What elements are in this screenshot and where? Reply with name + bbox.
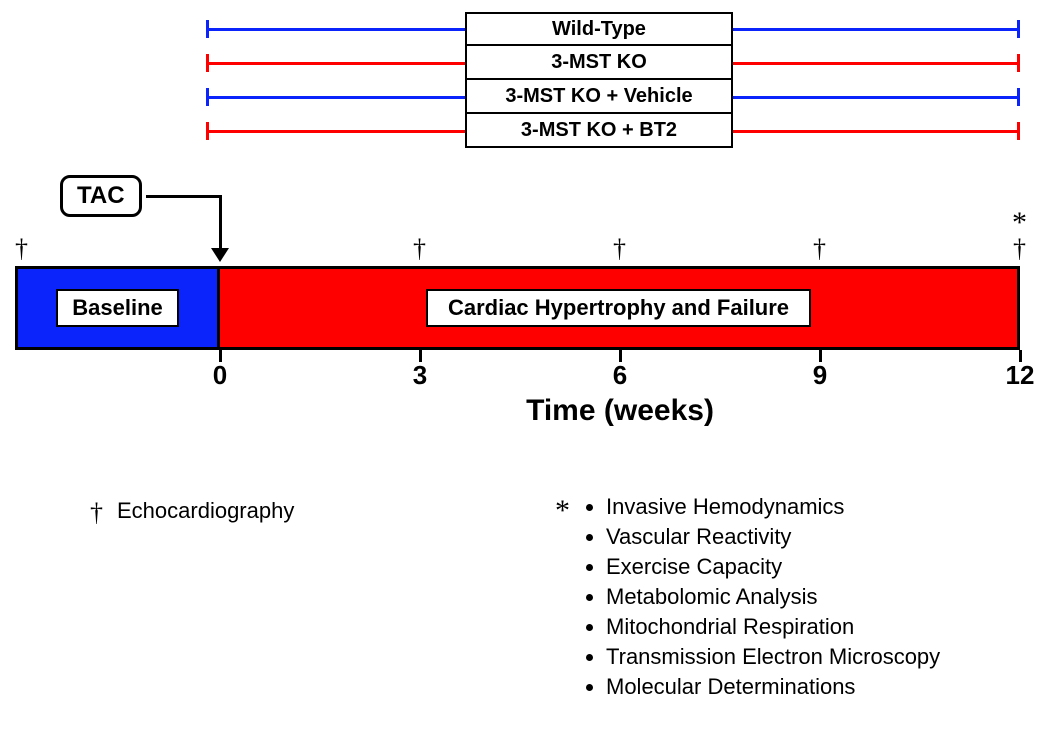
group-cap-left: [206, 20, 209, 38]
dagger-mark: †: [613, 234, 626, 264]
group-label: 3-MST KO + Vehicle: [465, 80, 733, 114]
tac-connector: [219, 195, 222, 248]
tac-label: TAC: [60, 175, 142, 217]
axis-tick-label: 6: [600, 360, 640, 391]
phase-label: Cardiac Hypertrophy and Failure: [426, 289, 811, 327]
legend-star-item: Transmission Electron Microscopy: [606, 644, 940, 670]
legend-star: * Invasive Hemodynamics Vascular Reactivit…: [555, 494, 940, 704]
legend-dagger: † Echocardiography: [90, 498, 294, 528]
dagger-icon: †: [90, 498, 103, 528]
dagger-mark: †: [813, 234, 826, 264]
group-cap-right: [1017, 88, 1020, 106]
axis-title: Time (weeks): [220, 394, 1020, 428]
group-row: 3-MST KO + BT2: [0, 114, 1050, 148]
axis-tick-label: 12: [1000, 360, 1040, 391]
legend-dagger-text: Echocardiography: [117, 498, 294, 524]
group-cap-left: [206, 54, 209, 72]
axis-tick-label: 3: [400, 360, 440, 391]
tac-connector: [146, 195, 220, 198]
legend-star-item: Vascular Reactivity: [606, 524, 940, 550]
group-label: 3-MST KO: [465, 46, 733, 80]
dagger-mark: †: [15, 234, 28, 264]
star-mark: *: [1012, 206, 1027, 240]
legend-star-item: Molecular Determinations: [606, 674, 940, 700]
group-cap-left: [206, 122, 209, 140]
group-label: 3-MST KO + BT2: [465, 114, 733, 148]
group-row: 3-MST KO: [0, 46, 1050, 80]
group-row: 3-MST KO + Vehicle: [0, 80, 1050, 114]
star-icon: *: [555, 494, 570, 528]
axis-tick-label: 0: [200, 360, 240, 391]
group-cap-right: [1017, 54, 1020, 72]
tac-arrowhead-icon: [211, 248, 229, 262]
legend-star-item: Invasive Hemodynamics: [606, 494, 940, 520]
group-label: Wild-Type: [465, 12, 733, 46]
baseline-bar: Baseline: [15, 266, 220, 350]
phase-bar: Cardiac Hypertrophy and Failure: [220, 266, 1020, 350]
axis-tick-label: 9: [800, 360, 840, 391]
group-cap-left: [206, 88, 209, 106]
group-row: Wild-Type: [0, 12, 1050, 46]
dagger-mark: †: [413, 234, 426, 264]
legend-star-item: Mitochondrial Respiration: [606, 614, 940, 640]
legend-star-item: Exercise Capacity: [606, 554, 940, 580]
legend-star-item: Metabolomic Analysis: [606, 584, 940, 610]
group-cap-right: [1017, 20, 1020, 38]
baseline-label: Baseline: [56, 289, 179, 327]
group-cap-right: [1017, 122, 1020, 140]
